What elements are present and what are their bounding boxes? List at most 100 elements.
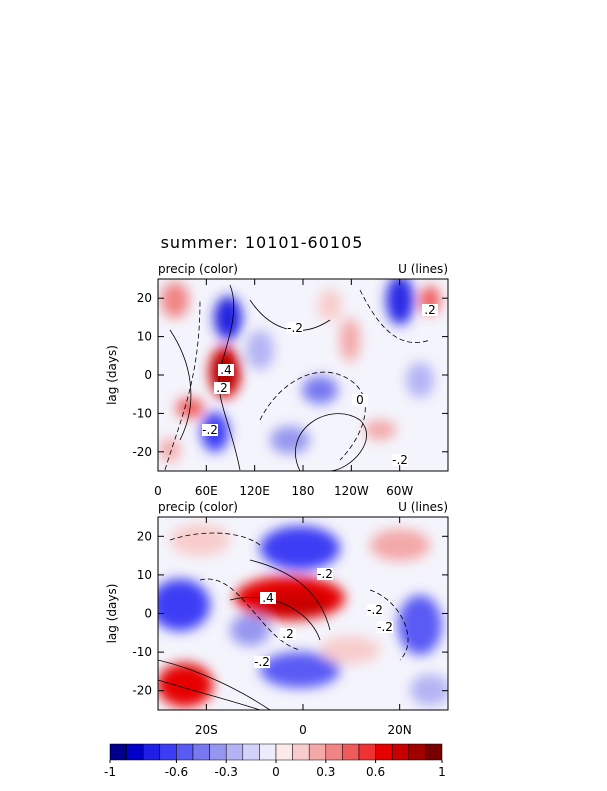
colorbar-box <box>391 743 410 761</box>
contour-label-bg <box>377 621 393 633</box>
colorbar-box <box>259 743 277 761</box>
field-blob <box>340 318 360 362</box>
colorbar-box <box>159 743 177 761</box>
colorbar-label: -0.3 <box>214 765 237 779</box>
contour-line <box>158 659 271 710</box>
field-blob <box>320 636 380 664</box>
y-tick-label: 20 <box>137 529 152 543</box>
field <box>158 524 448 710</box>
contour-label: -.2 <box>254 655 270 669</box>
colorbar-box <box>109 743 127 761</box>
colorbar-label: 0 <box>272 765 280 779</box>
colorbar-box <box>358 743 376 761</box>
contour-label-bg <box>392 454 408 466</box>
contour-label-bg <box>280 628 296 640</box>
colorbar-box <box>408 743 426 761</box>
contour-label: -.2 <box>287 321 303 335</box>
y-tick-label: -10 <box>132 406 152 420</box>
field-blob <box>158 579 210 631</box>
contour-label: .4 <box>262 591 273 605</box>
y-tick-label: -20 <box>132 445 152 459</box>
field-blob <box>160 438 180 462</box>
contour-label: -.2 <box>317 567 333 581</box>
colorbar-box <box>192 743 210 761</box>
contour-label-bg <box>287 322 303 334</box>
y-axis-label: lag (days) <box>105 584 119 644</box>
contour-label: 0 <box>356 393 364 407</box>
field-blob <box>364 420 396 440</box>
contour-line <box>158 679 261 710</box>
field-blob <box>246 330 274 370</box>
contour-label-bg <box>260 592 276 604</box>
y-tick-label: -20 <box>132 684 152 698</box>
contour-label: .4 <box>220 363 231 377</box>
x-tick-label: 120E <box>239 484 270 498</box>
contour-label-bg <box>214 382 230 394</box>
y-axis-label: lag (days) <box>105 345 119 405</box>
colorbar-box <box>425 743 443 761</box>
x-tick-label: 20S <box>195 723 218 737</box>
x-tick-label: 0 <box>299 723 307 737</box>
contour-label-bg <box>218 364 234 376</box>
field-blob <box>406 362 434 398</box>
x-tick-label: 120W <box>334 484 369 498</box>
field-blob <box>398 595 442 655</box>
field-blob <box>230 614 270 646</box>
contour-line <box>249 299 331 331</box>
contour-label-bg <box>317 568 333 580</box>
y-tick-label: 10 <box>137 330 152 344</box>
field-blob <box>302 376 338 404</box>
colorbar-label: 1 <box>438 765 446 779</box>
colorbar-box <box>292 743 310 761</box>
contour-label: .2 <box>424 303 435 317</box>
colorbar-box <box>242 743 260 761</box>
subtitle-right: U (lines) <box>398 500 448 514</box>
field-blob <box>170 524 230 556</box>
field-blob <box>161 282 189 318</box>
contour-line <box>249 559 331 631</box>
contour-label: .2 <box>282 627 293 641</box>
field-blob <box>386 279 414 325</box>
contour-line <box>229 597 321 641</box>
colorbar-box <box>275 743 293 761</box>
field-blob <box>214 296 242 340</box>
contour-line-dashed <box>169 532 261 546</box>
contour-label-bg <box>422 304 438 316</box>
x-tick-label: 0 <box>154 484 162 498</box>
colorbar-label: 0.3 <box>316 765 335 779</box>
subtitle-right: U (lines) <box>398 262 448 276</box>
contour-line-dashed <box>369 589 409 661</box>
subtitle-left: precip (color) <box>158 262 238 276</box>
colorbar-box <box>375 743 393 761</box>
contour-line <box>169 329 192 441</box>
contour-label: -.2 <box>202 423 218 437</box>
x-tick-label: 60E <box>195 484 218 498</box>
contour-label-bg <box>352 394 368 406</box>
colorbar-label: -1 <box>104 765 116 779</box>
x-tick-label: 60W <box>386 484 413 498</box>
colorbar-label: 0.6 <box>366 765 385 779</box>
field-blob <box>158 663 213 707</box>
field-blob <box>260 593 330 617</box>
field-blur <box>158 524 448 707</box>
y-tick-label: 20 <box>137 291 152 305</box>
field-blob <box>260 652 340 688</box>
colorbar-box <box>225 743 244 761</box>
colorbar-box <box>308 743 327 761</box>
field-blob <box>318 289 342 321</box>
y-tick-label: 10 <box>137 568 152 582</box>
x-tick-label: 180 <box>292 484 315 498</box>
contour-label-bg <box>202 424 218 436</box>
field-blob <box>270 426 310 454</box>
contour-line-dashed <box>164 299 201 471</box>
contour-label: -.2 <box>392 453 408 467</box>
contour-label: -.2 <box>377 620 393 634</box>
colorbar-label: -0.6 <box>165 765 188 779</box>
colorbar-box <box>342 743 360 761</box>
contour-line <box>295 413 367 471</box>
contour-label-bg <box>254 656 270 668</box>
contour-line-dashed <box>199 578 301 651</box>
colorbar-box <box>209 743 227 761</box>
y-tick-label: 0 <box>144 607 152 621</box>
